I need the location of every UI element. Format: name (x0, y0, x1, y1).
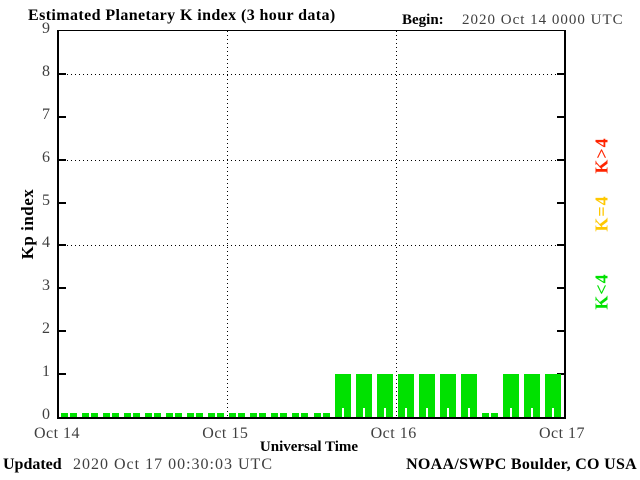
kp-bar-6 (187, 413, 203, 417)
y-tick-right-2 (557, 330, 564, 333)
kp-bar-7 (208, 413, 224, 417)
bar-tick-notch (531, 408, 533, 417)
kp-bar-15 (377, 374, 393, 417)
x-tick-label-oct-16: Oct 16 (370, 425, 417, 442)
y-tick-label-5: 5 (42, 191, 50, 209)
y-tick-right-6 (557, 158, 564, 161)
y-tick-label-3: 3 (42, 277, 50, 295)
bar-tick-notch (468, 408, 470, 417)
kp-bar-14 (356, 374, 372, 417)
kp-bar-9 (250, 413, 266, 417)
kp-bar-22 (524, 374, 540, 417)
bar-tick-notch (236, 413, 238, 417)
kp-bar-5 (166, 413, 182, 417)
bar-tick-notch (173, 413, 175, 417)
y-tick-left-1 (59, 373, 66, 376)
gridline-day-2 (396, 31, 397, 417)
x-tick-label-oct-14: Oct 14 (33, 425, 81, 442)
bar-tick-notch (552, 408, 554, 417)
bar-tick-notch (110, 413, 112, 417)
kp-bar-11 (292, 413, 308, 417)
bar-tick-notch (152, 413, 154, 417)
kp-bar-18 (440, 374, 456, 417)
bar-tick-notch (257, 413, 259, 417)
footer-updated-label: Updated (3, 456, 62, 473)
y-tick-left-2 (59, 330, 66, 333)
y-tick-label-6: 6 (42, 148, 50, 166)
bar-tick-notch (131, 413, 133, 417)
kp-bar-1 (82, 413, 98, 417)
y-tick-label-0: 0 (42, 406, 50, 423)
y-tick-label-4: 4 (42, 234, 50, 252)
bar-tick-notch (405, 408, 407, 417)
x-tick-label-oct-15: Oct 15 (202, 425, 249, 442)
bar-tick-notch (89, 413, 91, 417)
kp-bar-10 (271, 413, 287, 417)
kp-bar-23 (545, 374, 561, 417)
bar-tick-notch (510, 408, 512, 417)
bar-tick-notch (299, 413, 301, 417)
begin-start-time: 2020 Oct 14 0000 UTC (462, 12, 624, 28)
bar-tick-notch (489, 413, 491, 417)
kp-bar-2 (103, 413, 119, 417)
kp-bar-19 (461, 374, 477, 417)
begin-label: Begin: (402, 12, 444, 28)
y-tick-right-7 (557, 115, 564, 118)
kp-bar-21 (503, 374, 519, 417)
bar-tick-notch (215, 413, 217, 417)
x-tick-label-oct-17: Oct 17 (538, 425, 586, 442)
kp-bar-12 (314, 413, 330, 417)
y-tick-left-8 (59, 72, 66, 75)
y-tick-label-1: 1 (42, 363, 50, 381)
bar-tick-notch (447, 408, 449, 417)
y-tick-label-8: 8 (42, 62, 50, 80)
x-axis-title: Universal Time (259, 439, 359, 455)
footer-credit: NOAA/SWPC Boulder, CO USA (406, 456, 637, 473)
kp-bar-13 (335, 374, 351, 417)
bar-tick-notch (384, 408, 386, 417)
bar-tick-notch (342, 408, 344, 417)
kp-bar-3 (124, 413, 140, 417)
gridline-day-1 (227, 31, 228, 417)
bar-tick-notch (194, 413, 196, 417)
gridline-kp-4 (59, 245, 564, 247)
y-tick-right-4 (557, 244, 564, 247)
y-tick-right-8 (557, 72, 564, 75)
gridline-kp-8 (59, 73, 564, 75)
kp-bar-17 (419, 374, 435, 417)
y-tick-left-5 (59, 201, 66, 204)
bar-tick-notch (363, 408, 365, 417)
y-tick-label-9: 9 (42, 20, 50, 37)
y-tick-left-6 (59, 158, 66, 161)
legend-item-Klt4: K<4 (591, 273, 612, 310)
plot-area (57, 30, 566, 419)
y-tick-left-4 (59, 244, 66, 247)
bar-tick-notch (426, 408, 428, 417)
y-tick-label-2: 2 (42, 320, 50, 338)
y-tick-right-5 (557, 201, 564, 204)
bar-tick-notch (68, 413, 70, 417)
legend-item-Keq4: K=4 (591, 195, 612, 232)
kp-bar-20 (482, 413, 498, 417)
y-tick-label-7: 7 (42, 105, 50, 123)
kp-bar-8 (229, 413, 245, 417)
kp-bar-4 (145, 413, 161, 417)
footer-updated-timestamp: 2020 Oct 17 00:30:03 UTC (73, 456, 273, 473)
y-tick-right-3 (557, 287, 564, 290)
gridline-kp-6 (59, 159, 564, 161)
y-tick-left-7 (59, 115, 66, 118)
y-tick-left-3 (59, 287, 66, 290)
bar-tick-notch (278, 413, 280, 417)
bar-tick-notch (321, 413, 323, 417)
chart-title: Estimated Planetary K index (3 hour data… (28, 7, 336, 24)
kp-bar-0 (61, 413, 77, 417)
kp-bar-16 (398, 374, 414, 417)
